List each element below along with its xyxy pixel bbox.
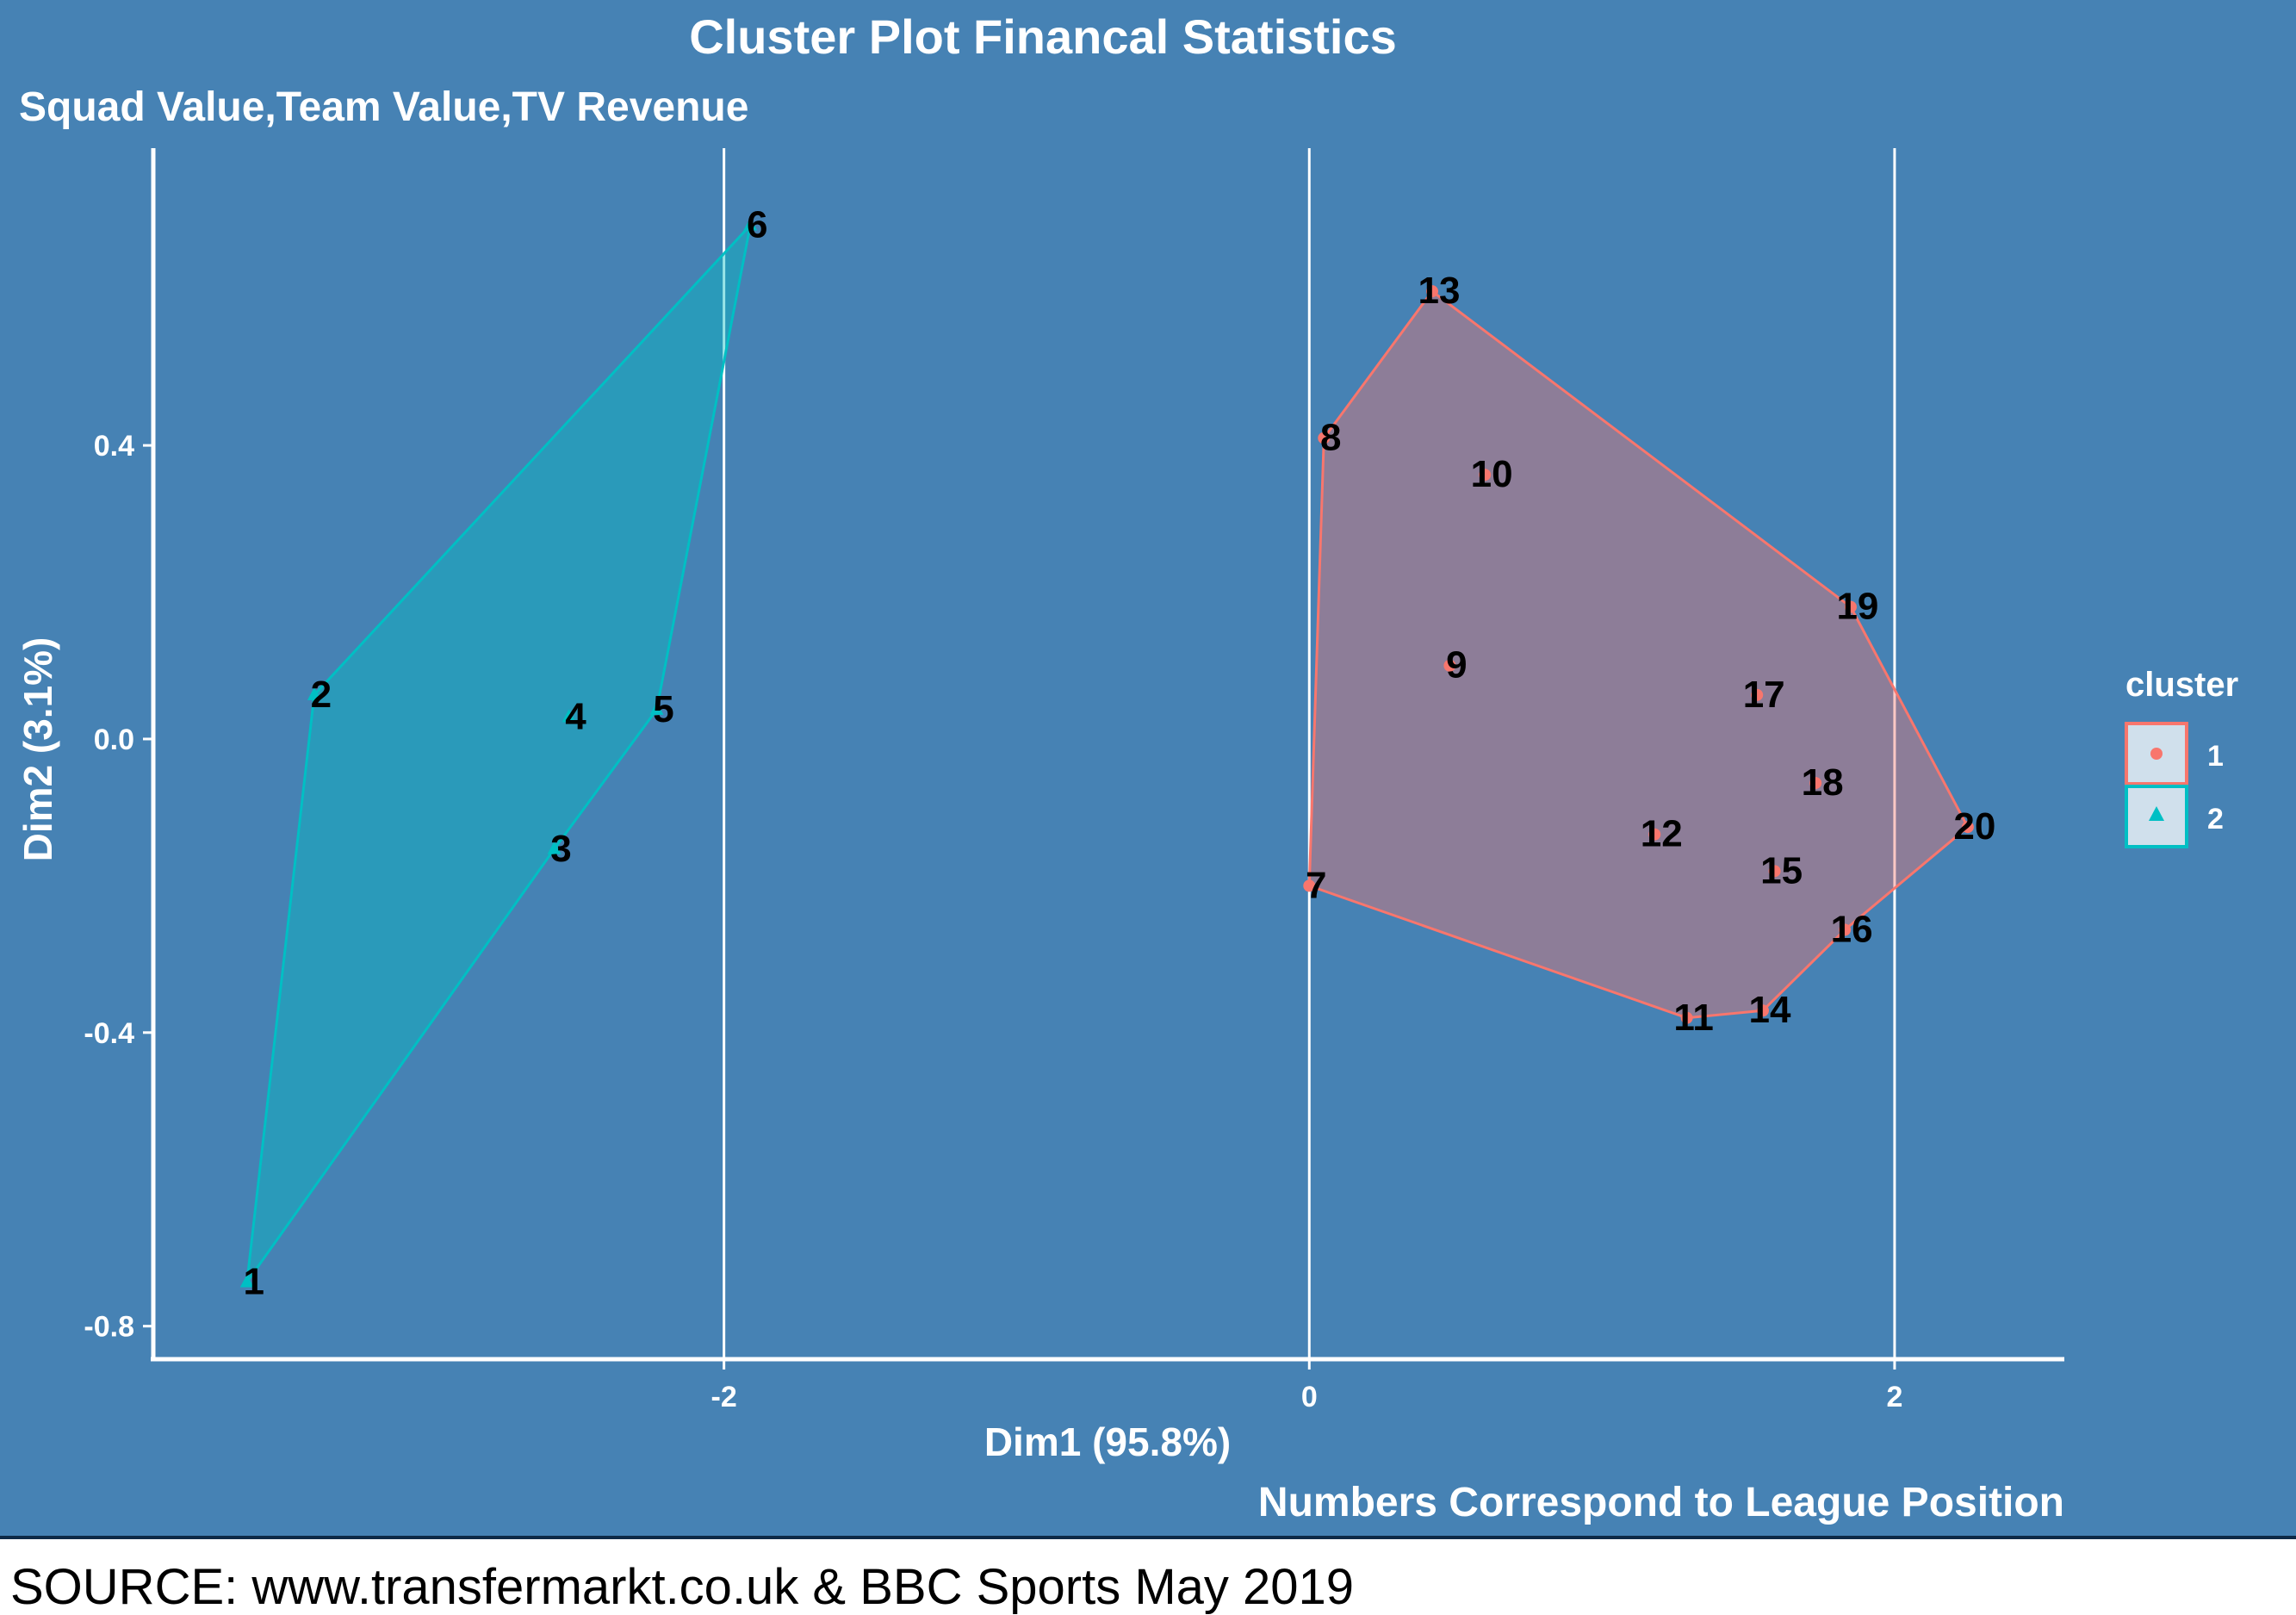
point-3 [547,841,562,854]
point-label-14: 14 [1749,989,1791,1031]
y-tick-label: 0.0 [94,724,134,756]
point-label-19: 19 [1836,586,1878,628]
point-18 [1809,777,1822,790]
point-label-2: 2 [311,674,332,716]
point-9 [1443,659,1456,672]
x-axis-ticks: -2 0 2 [711,1359,1902,1413]
point-label-16: 16 [1831,909,1873,951]
point-1 [239,1274,254,1288]
point-label-13: 13 [1418,270,1461,312]
point-7 [1303,879,1316,892]
point-5 [649,701,664,715]
chart-subtitle: Squad Value,Team Value,TV Revenue [19,84,748,130]
legend-label-cluster-2: 2 [2207,803,2224,835]
x-tick-label: 0 [1301,1381,1318,1413]
cluster-2-hull [245,221,753,1283]
y-tick-label: -0.4 [84,1017,134,1050]
point-2 [307,686,321,700]
point-19 [1844,600,1857,613]
point-label-17: 17 [1743,674,1785,716]
point-label-6: 6 [747,203,767,245]
legend-symbol-triangle [2149,806,2164,821]
point-label-7: 7 [1306,864,1326,906]
legend: cluster 1 2 [2125,666,2238,848]
point-label-3: 3 [550,828,571,870]
point-11 [1680,1011,1693,1024]
y-axis-label: Dim2 (3.1%) [16,637,60,862]
point-label-18: 18 [1802,761,1844,804]
y-tick-label: 0.4 [94,430,134,463]
point-20 [1961,821,1974,834]
x-tick-label: 2 [1886,1381,1902,1413]
point-label-11: 11 [1673,997,1714,1039]
point-13 [1425,285,1438,298]
x-tick-label: -2 [711,1381,737,1413]
point-label-5: 5 [653,688,673,730]
y-axis-ticks: -0.8 -0.4 0.0 0.4 [84,430,153,1344]
point-8 [1318,432,1331,444]
source-note: SOURCE: www.transfermarkt.co.uk & BBC Sp… [10,1559,1354,1615]
y-tick-label: -0.8 [84,1311,134,1344]
point-6 [743,217,758,231]
point-16 [1839,923,1852,936]
chart-title: Cluster Plot Financal Statistics [689,9,1397,64]
point-label-15: 15 [1760,849,1803,891]
chart-background [0,0,2296,1537]
point-4 [562,709,576,723]
point-14 [1756,1004,1769,1017]
point-15 [1768,865,1781,878]
point-label-20: 20 [1953,805,1995,848]
point-label-4: 4 [565,695,586,737]
legend-symbol-circle [2150,748,2163,760]
point-label-10: 10 [1471,453,1513,495]
data-points [239,217,1974,1288]
point-label-1: 1 [243,1261,264,1303]
legend-title: cluster [2125,666,2238,704]
vertical-gridlines [723,148,1896,1359]
legend-label-cluster-1: 1 [2207,740,2224,773]
x-axis-label: Dim1 (95.8%) [984,1419,1231,1464]
point-12 [1648,828,1661,841]
cluster-hulls [245,221,1970,1283]
point-label-8: 8 [1320,417,1341,459]
point-10 [1479,469,1492,481]
point-17 [1751,688,1764,701]
point-label-12: 12 [1641,813,1683,855]
point-label-9: 9 [1446,644,1467,686]
chart-caption: Numbers Correspond to League Position [1258,1480,2064,1525]
